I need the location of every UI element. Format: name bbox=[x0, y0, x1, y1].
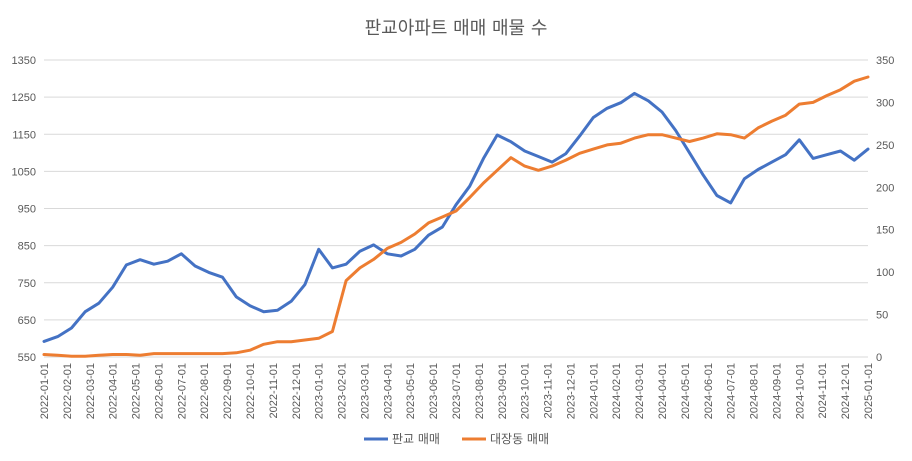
x-tick-label: 2023-05-01 bbox=[405, 363, 417, 419]
left-tick-label: 550 bbox=[18, 352, 36, 364]
right-tick-label: 100 bbox=[876, 267, 894, 279]
x-tick-label: 2024-11-01 bbox=[817, 363, 829, 418]
x-tick-label: 2023-07-01 bbox=[451, 363, 463, 419]
right-tick-label: 0 bbox=[876, 352, 882, 364]
right-tick-label: 250 bbox=[876, 140, 894, 152]
legend-label: 대장동 매매 bbox=[490, 432, 549, 446]
x-tick-label: 2024-10-01 bbox=[794, 363, 806, 419]
right-tick-label: 350 bbox=[876, 55, 894, 67]
x-tick-label: 2024-07-01 bbox=[726, 363, 738, 419]
x-tick-label: 2022-12-01 bbox=[291, 363, 303, 419]
left-tick-label: 1050 bbox=[12, 166, 36, 178]
x-tick-label: 2025-01-01 bbox=[863, 363, 875, 419]
chart-title: 판교아파트 매매 매물 수 bbox=[364, 18, 548, 39]
x-tick-label: 2022-02-01 bbox=[62, 363, 74, 419]
x-tick-label: 2022-01-01 bbox=[39, 363, 51, 419]
x-tick-label: 2022-04-01 bbox=[108, 363, 120, 419]
x-tick-label: 2023-04-01 bbox=[382, 363, 394, 419]
left-tick-label: 650 bbox=[18, 315, 36, 327]
x-tick-label: 2024-03-01 bbox=[634, 363, 646, 419]
x-tick-label: 2024-02-01 bbox=[611, 363, 623, 419]
x-tick-label: 2024-04-01 bbox=[657, 363, 669, 419]
x-tick-label: 2022-05-01 bbox=[131, 363, 143, 419]
left-tick-label: 850 bbox=[18, 241, 36, 253]
right-tick-label: 150 bbox=[876, 225, 894, 237]
series-line-daejang bbox=[42, 75, 870, 358]
legend-label: 판교 매매 bbox=[392, 432, 440, 446]
x-tick-label: 2023-11-01 bbox=[543, 363, 555, 418]
x-tick-label: 2024-01-01 bbox=[588, 363, 600, 419]
x-tick-label: 2023-06-01 bbox=[428, 363, 440, 419]
right-axis: 0 50 100 150 200 250 300 350 bbox=[876, 55, 894, 364]
x-tick-label: 2024-05-01 bbox=[680, 363, 692, 419]
x-tick-label: 2023-09-01 bbox=[497, 363, 509, 419]
left-tick-label: 1350 bbox=[12, 55, 36, 67]
legend: 판교 매매 대장동 매매 bbox=[364, 432, 549, 446]
x-tick-label: 2022-06-01 bbox=[153, 363, 165, 419]
x-tick-label: 2022-10-01 bbox=[245, 363, 257, 419]
left-axis: 550 650 750 850 950 1050 1150 1250 1350 bbox=[12, 55, 36, 364]
x-tick-label: 2023-02-01 bbox=[337, 363, 349, 419]
x-tick-label: 2022-07-01 bbox=[176, 363, 188, 419]
x-tick-label: 2024-09-01 bbox=[771, 363, 783, 419]
x-tick-label: 2024-12-01 bbox=[840, 363, 852, 419]
left-tick-label: 750 bbox=[18, 278, 36, 290]
right-tick-label: 200 bbox=[876, 182, 894, 194]
x-tick-label: 2023-03-01 bbox=[359, 363, 371, 419]
x-tick-label: 2023-08-01 bbox=[474, 363, 486, 419]
series-line-pangyo bbox=[42, 91, 870, 343]
x-tick-label: 2024-06-01 bbox=[703, 363, 715, 419]
x-axis: 2022-01-01 2022-02-01 2022-03-01 2022-04-01… bbox=[39, 363, 875, 419]
x-tick-label: 2022-11-01 bbox=[268, 363, 280, 418]
gridlines bbox=[44, 59, 868, 358]
x-tick-label: 2023-12-01 bbox=[565, 363, 577, 419]
x-tick-label: 2023-10-01 bbox=[520, 363, 532, 419]
series-lines bbox=[42, 75, 870, 358]
right-tick-label: 300 bbox=[876, 97, 894, 109]
left-tick-label: 1150 bbox=[12, 129, 36, 141]
left-tick-label: 1250 bbox=[12, 92, 36, 104]
left-tick-label: 950 bbox=[18, 204, 36, 216]
x-tick-label: 2023-01-01 bbox=[314, 363, 326, 419]
x-tick-label: 2022-03-01 bbox=[85, 363, 97, 419]
x-tick-label: 2024-08-01 bbox=[749, 363, 761, 419]
x-tick-label: 2022-08-01 bbox=[199, 363, 211, 419]
x-tick-label: 2022-09-01 bbox=[222, 363, 234, 419]
right-tick-label: 50 bbox=[876, 310, 888, 322]
